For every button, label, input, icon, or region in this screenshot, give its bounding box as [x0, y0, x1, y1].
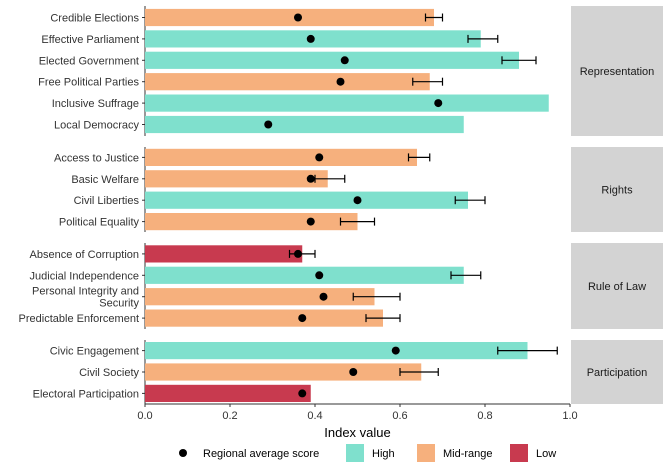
category-label: Political Equality	[59, 217, 140, 229]
row-personal-integrity-and-security: Personal Integrity and Security	[32, 286, 401, 310]
regional-average-point	[336, 77, 345, 86]
bar	[145, 73, 430, 91]
category-label: Credible Elections	[50, 13, 139, 25]
regional-average-point	[264, 120, 273, 129]
row-political-equality: Political Equality	[59, 213, 376, 231]
category-label: Predictable Enforcement	[19, 313, 139, 325]
legend-point-label: Regional average score	[203, 448, 319, 460]
category-label: Civil Society	[79, 367, 139, 379]
bar	[145, 342, 528, 360]
legend-key-low	[510, 444, 528, 462]
row-civil-society: Civil Society	[79, 363, 439, 381]
bar	[145, 51, 519, 69]
facet-strip	[571, 243, 663, 329]
bar	[145, 8, 434, 27]
regional-average-point	[294, 249, 302, 258]
category-label: Absence of Corruption	[30, 249, 139, 261]
regional-average-point	[315, 153, 324, 162]
bar	[145, 148, 417, 166]
bar	[145, 191, 468, 209]
category-label: Access to Justice	[54, 152, 139, 164]
x-tick-label: 0.4	[307, 410, 322, 422]
category-label: Elected Government	[39, 55, 139, 67]
category-label: Judicial Independence	[30, 270, 139, 282]
bar	[145, 170, 328, 188]
facet-strip-label: Rights	[601, 185, 633, 197]
category-label: Civic Engagement	[50, 346, 139, 358]
legend-label-high: High	[372, 448, 395, 460]
legend-label-mid-range: Mid-range	[443, 448, 493, 460]
bar	[145, 363, 422, 381]
row-credible-elections: Credible Elections	[50, 8, 444, 27]
facet-strip-label: Participation	[587, 367, 648, 379]
legend-key-mid-range	[417, 444, 435, 462]
legend-point-key	[179, 449, 187, 457]
regional-average-point	[306, 34, 315, 43]
facet-rights: Rights Access to Justice Basic Welfare Civi…	[54, 147, 663, 232]
regional-average-point	[434, 99, 443, 108]
row-effective-parliament: Effective Parliament	[41, 30, 499, 48]
row-absence-of-corruption: Absence of Corruption	[30, 245, 316, 263]
panel-background	[145, 6, 570, 136]
regional-average-point	[294, 13, 302, 22]
row-elected-government: Elected Government	[39, 51, 537, 69]
regional-average-point	[315, 271, 324, 280]
facet-strip-label: Representation	[580, 66, 655, 78]
facet-panels: Representation Credible Elections Effectiv…	[19, 6, 663, 404]
x-axis-title: Index value	[324, 425, 391, 440]
bar	[145, 309, 383, 327]
row-judicial-independence: Judicial Independence	[30, 266, 482, 284]
category-label: Electoral Participation	[33, 388, 139, 400]
bar	[145, 94, 549, 112]
facet-strip	[571, 147, 663, 232]
x-axis: 0.0 0.2 0.4 0.6 0.8 1.0	[137, 403, 578, 422]
x-tick-label: 0.6	[392, 410, 407, 422]
facet-rule-of-law: Rule of Law Absence of Corruption Judicial…	[19, 243, 663, 329]
legend-key-high	[346, 444, 364, 462]
row-basic-welfare: Basic Welfare	[71, 170, 346, 188]
regional-average-point	[319, 292, 328, 301]
legend: Regional average score High Mid-range Low	[179, 444, 556, 462]
regional-average-point	[306, 174, 315, 183]
bar	[145, 213, 358, 231]
category-label: Local Democracy	[54, 120, 139, 132]
category-label: Inclusive Suffrage	[52, 98, 139, 110]
facet-strip	[571, 340, 663, 404]
row-inclusive-suffrage: Inclusive Suffrage	[52, 94, 549, 112]
regional-average-point	[353, 196, 362, 205]
row-local-democracy: Local Democracy	[54, 115, 464, 134]
facet-participation: Participation Civic Engagement Civil Socie…	[33, 340, 663, 404]
bar	[145, 245, 303, 263]
category-label: Personal Integrity and Security	[32, 286, 140, 310]
category-label: Basic Welfare	[71, 174, 139, 186]
bar	[145, 288, 375, 306]
regional-average-point	[391, 346, 400, 355]
regional-average-point	[340, 56, 349, 65]
x-tick-label: 1.0	[562, 410, 577, 422]
category-label: Effective Parliament	[41, 34, 139, 46]
x-tick-label: 0.2	[222, 410, 237, 422]
regional-average-point	[306, 217, 315, 226]
row-electoral-participation: Electoral Participation	[33, 384, 311, 402]
bar	[145, 384, 311, 402]
facet-representation: Representation Credible Elections Effectiv…	[38, 6, 663, 136]
category-label: Free Political Parties	[38, 77, 139, 89]
row-predictable-enforcement: Predictable Enforcement	[19, 309, 401, 327]
row-civil-liberties: Civil Liberties	[74, 191, 486, 209]
x-tick-label: 0.0	[137, 410, 152, 422]
bar	[145, 115, 464, 134]
facet-strip	[571, 6, 663, 136]
facet-strip-label: Rule of Law	[588, 281, 646, 293]
row-access-to-justice: Access to Justice	[54, 148, 431, 166]
x-tick-label: 0.8	[477, 410, 492, 422]
bar	[145, 266, 464, 284]
category-label: Civil Liberties	[74, 195, 140, 207]
regional-average-point	[349, 368, 358, 376]
row-free-political-parties: Free Political Parties	[38, 73, 444, 91]
legend-label-low: Low	[536, 448, 556, 460]
regional-average-point	[298, 314, 307, 323]
regional-average-point	[298, 389, 307, 398]
row-civic-engagement: Civic Engagement	[50, 342, 558, 360]
